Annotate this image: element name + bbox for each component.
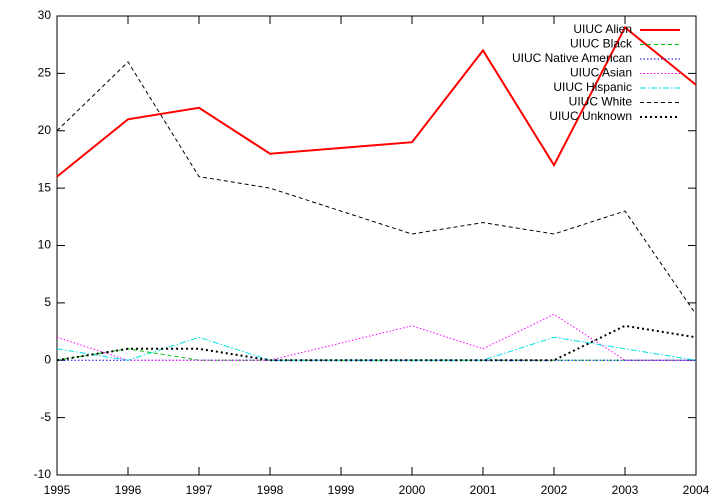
y-tick-label: 20	[38, 123, 52, 137]
series-line	[56, 348, 696, 361]
y-tick-label: 10	[38, 238, 52, 252]
legend-label: UIUC Asian	[570, 66, 632, 80]
series-line	[56, 61, 697, 315]
series-line	[56, 336, 697, 361]
x-tick-label: 1998	[257, 483, 284, 497]
x-tick-label: 2000	[399, 483, 426, 497]
x-tick-label: 1997	[186, 483, 213, 497]
y-tick-label: -10	[34, 467, 52, 481]
legend-label: UIUC Unknown	[549, 109, 632, 123]
x-tick-label: 2002	[541, 483, 568, 497]
legend-label: UIUC White	[569, 95, 633, 109]
x-tick-label: 2004	[683, 483, 710, 497]
y-tick-label: 30	[38, 8, 52, 22]
x-tick-label: 1999	[328, 483, 355, 497]
y-tick-label: -5	[40, 410, 51, 424]
x-tick-label: 1995	[44, 483, 71, 497]
y-tick-label: 25	[38, 66, 52, 80]
series-line	[56, 324, 697, 362]
series-line	[56, 313, 696, 361]
x-tick-label: 2001	[470, 483, 497, 497]
legend-label: UIUC Alien	[573, 22, 632, 36]
x-tick-label: 2003	[612, 483, 639, 497]
y-tick-label: 0	[44, 352, 51, 366]
legend-label: UIUC Hispanic	[553, 80, 632, 94]
y-tick-label: 15	[38, 180, 52, 194]
y-tick-label: 5	[44, 295, 51, 309]
series-line	[56, 25, 697, 178]
legend-label: UIUC Black	[570, 37, 633, 51]
legend-label: UIUC Native American	[512, 51, 632, 65]
x-tick-label: 1996	[115, 483, 142, 497]
